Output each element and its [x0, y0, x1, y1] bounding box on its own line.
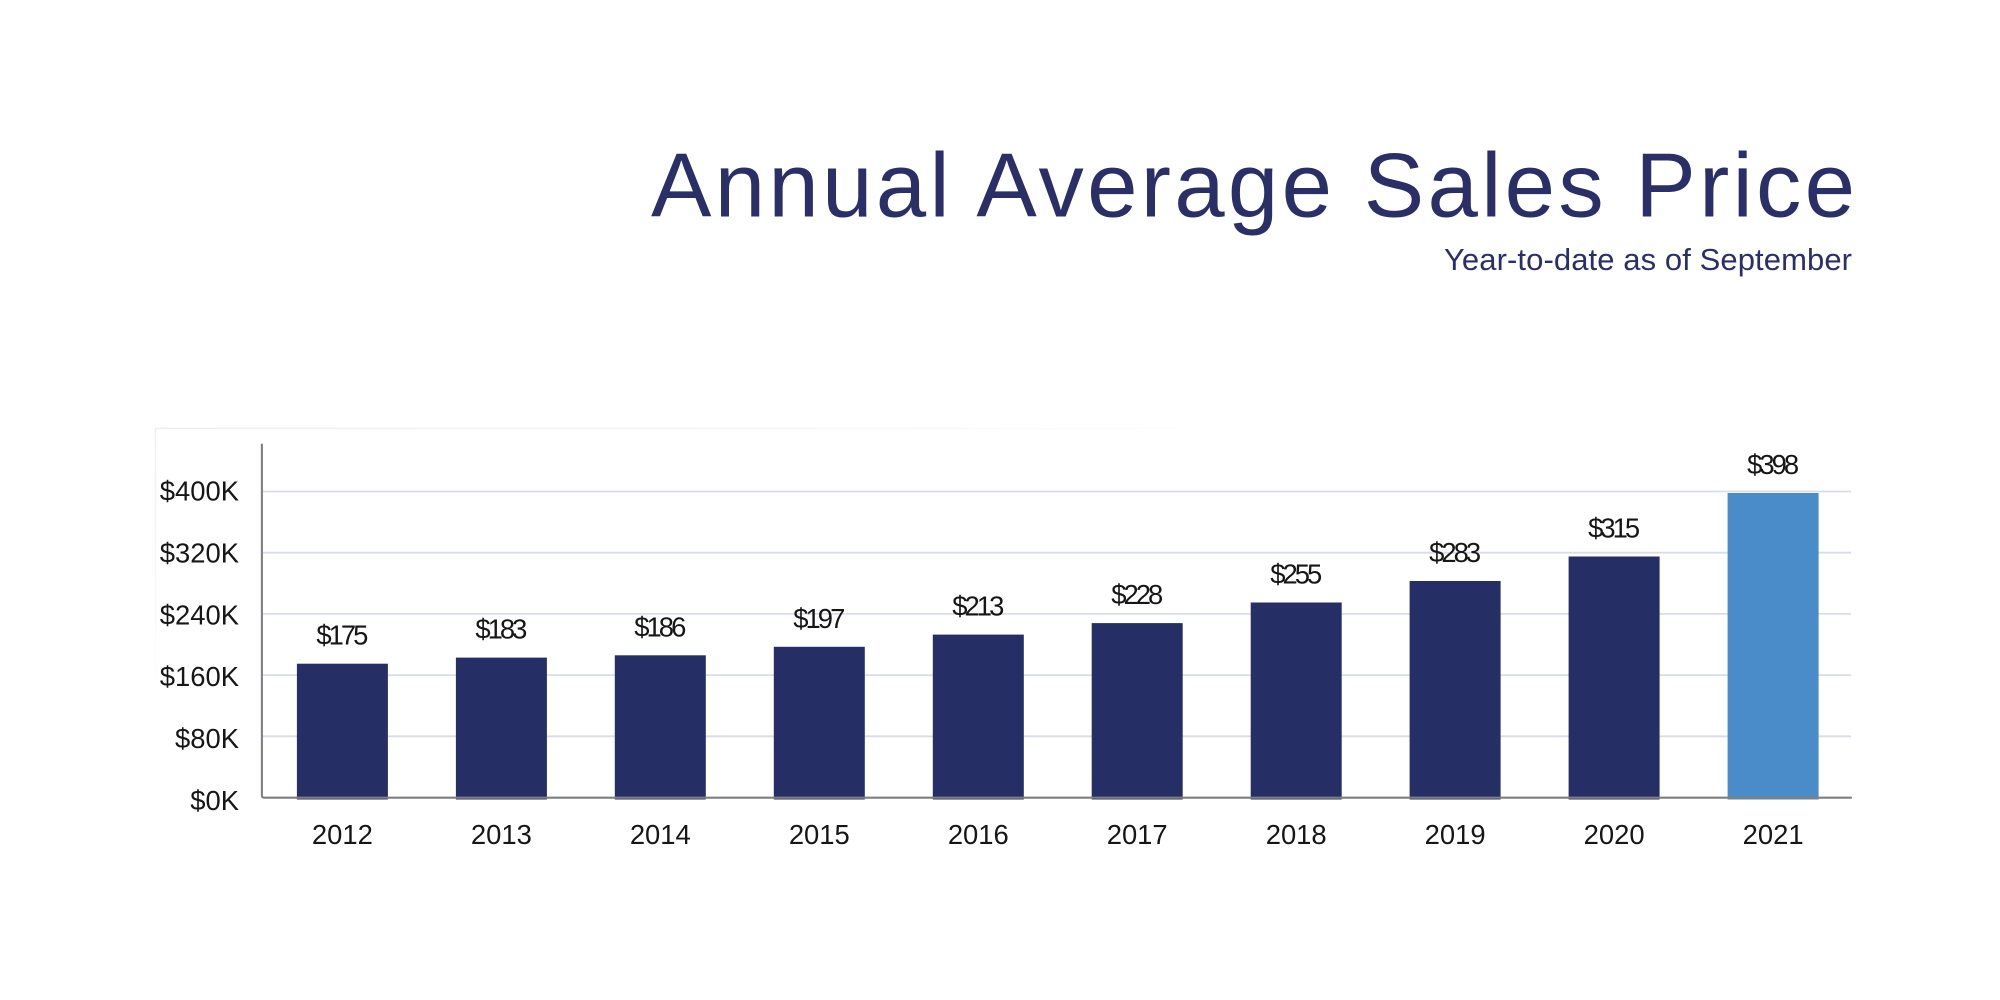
- svg-text:$320K: $320K: [160, 537, 239, 568]
- svg-text:$240K: $240K: [160, 599, 239, 630]
- svg-text:$400K: $400K: [160, 476, 239, 507]
- svg-text:2016: 2016: [948, 819, 1009, 850]
- svg-text:2015: 2015: [789, 819, 850, 850]
- svg-text:2017: 2017: [1107, 819, 1168, 850]
- svg-text:Year-to-date as of September: Year-to-date as of September: [1444, 242, 1852, 277]
- svg-text:$186: $186: [634, 611, 686, 642]
- svg-text:$197: $197: [793, 603, 845, 634]
- svg-text:$283: $283: [1429, 537, 1481, 568]
- svg-text:$160K: $160K: [160, 661, 239, 692]
- svg-text:2012: 2012: [312, 819, 373, 850]
- svg-text:2021: 2021: [1743, 819, 1804, 850]
- svg-text:2013: 2013: [471, 819, 532, 850]
- svg-text:$0K: $0K: [190, 785, 239, 816]
- svg-text:2019: 2019: [1425, 819, 1486, 850]
- svg-text:Annual Average Sales Price: Annual Average Sales Price: [651, 136, 1855, 237]
- svg-text:$80K: $80K: [175, 723, 239, 754]
- svg-text:$228: $228: [1111, 579, 1163, 610]
- svg-text:2020: 2020: [1584, 819, 1645, 850]
- svg-text:$183: $183: [475, 614, 527, 645]
- svg-text:$315: $315: [1588, 513, 1640, 544]
- svg-text:2014: 2014: [630, 819, 691, 850]
- svg-text:$213: $213: [952, 591, 1004, 622]
- svg-text:$175: $175: [316, 620, 368, 651]
- svg-text:2018: 2018: [1266, 819, 1327, 850]
- svg-text:$255: $255: [1270, 559, 1322, 590]
- svg-text:$398: $398: [1747, 449, 1799, 480]
